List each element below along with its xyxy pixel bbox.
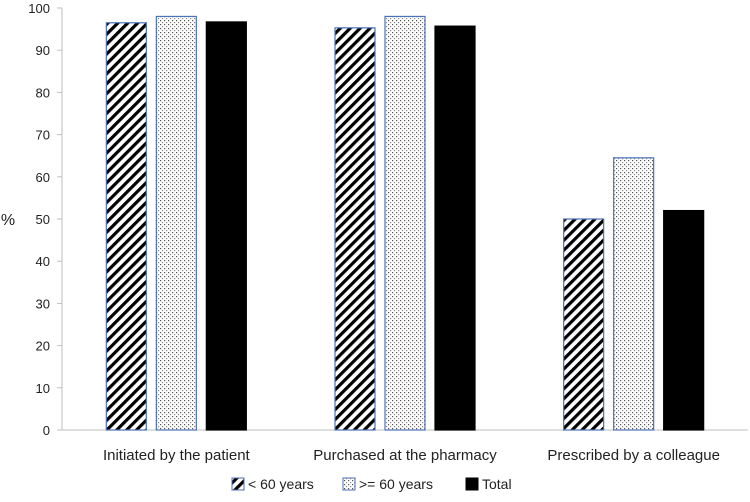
y-tick-label: 70 bbox=[36, 128, 50, 143]
y-tick-label: 60 bbox=[36, 170, 50, 185]
bar-dotted bbox=[613, 157, 655, 431]
y-tick-label: 100 bbox=[28, 1, 50, 16]
legend-swatch-solid bbox=[465, 477, 479, 491]
legend-label: >= 60 years bbox=[359, 476, 433, 492]
y-tick-label: 0 bbox=[43, 423, 50, 438]
x-category-label: Purchased at the pharmacy bbox=[313, 447, 497, 464]
bar-dotted bbox=[155, 15, 197, 431]
bar-solid bbox=[663, 209, 705, 431]
y-tick-label: 20 bbox=[36, 339, 50, 354]
bar-diagonal-hatch bbox=[334, 27, 376, 431]
bar-diagonal-hatch bbox=[563, 218, 605, 431]
x-category-label: Initiated by the patient bbox=[103, 447, 251, 464]
y-tick-label: 30 bbox=[36, 296, 50, 311]
y-tick-label: 10 bbox=[36, 381, 50, 396]
y-tick-label: 40 bbox=[36, 254, 50, 269]
bar-solid bbox=[434, 25, 476, 431]
y-tick-label: 50 bbox=[36, 212, 50, 227]
x-category-label: Prescribed by a colleague bbox=[547, 447, 720, 464]
bar-solid bbox=[205, 21, 247, 431]
bar-diagonal-hatch bbox=[105, 22, 147, 431]
axes: 0 10 20 30 40 50 60 70 80 90 100% Initiated by the … bbox=[1, 1, 748, 464]
y-axis-label: % bbox=[1, 212, 15, 229]
legend: < 60 years >= 60 years Total bbox=[231, 476, 512, 492]
y-tick-label: 80 bbox=[36, 85, 50, 100]
legend-swatch-dotted bbox=[342, 477, 356, 491]
legend-label: Total bbox=[482, 476, 512, 492]
bars bbox=[105, 15, 705, 431]
legend-label: < 60 years bbox=[248, 476, 314, 492]
bar-dotted bbox=[384, 15, 426, 431]
y-tick-label: 90 bbox=[36, 43, 50, 58]
legend-swatch-diagonal-hatch bbox=[231, 477, 245, 491]
